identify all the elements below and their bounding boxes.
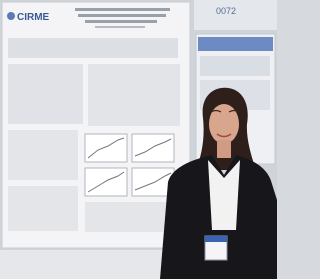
page: CIRME 0072	[0, 0, 277, 279]
author-line	[95, 26, 145, 28]
title-line	[85, 20, 157, 23]
badge-band	[205, 236, 227, 242]
left-poster: CIRME	[2, 2, 190, 248]
text-block	[8, 186, 78, 231]
text-block	[8, 130, 78, 180]
text-block	[8, 38, 178, 58]
title-line	[75, 8, 170, 11]
text-block	[200, 56, 270, 76]
poster-header	[198, 37, 273, 51]
plot-box	[85, 134, 127, 162]
plot-box	[85, 168, 127, 196]
board-number: 0072	[216, 6, 236, 16]
text-block	[85, 202, 175, 232]
title-line	[78, 14, 166, 17]
table-block	[8, 64, 83, 124]
logo-icon	[7, 12, 15, 20]
neck	[217, 140, 231, 158]
logo-text: CIRME	[17, 12, 50, 23]
photo: CIRME 0072	[0, 0, 277, 279]
plot-box	[132, 134, 174, 162]
text-block	[88, 64, 180, 126]
